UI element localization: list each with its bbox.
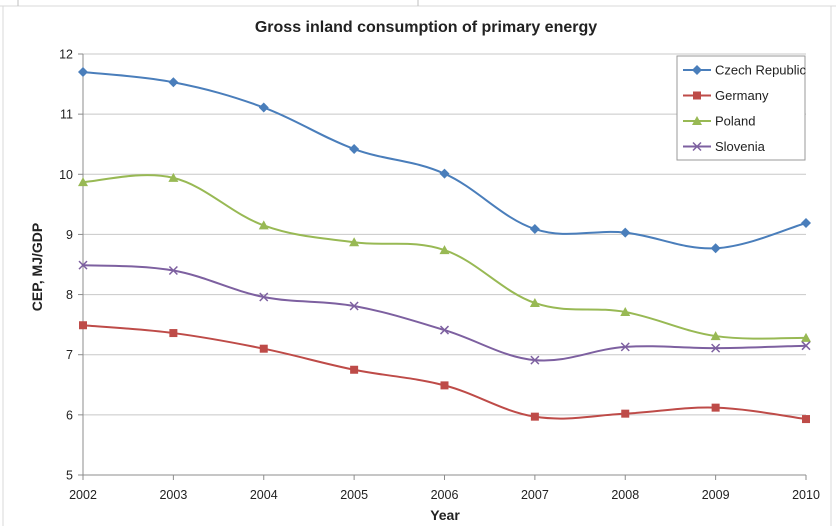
- data-point-slovenia: [530, 355, 540, 365]
- data-point-germany: [169, 329, 178, 338]
- data-point-germany: [350, 365, 359, 374]
- legend-marker: [692, 116, 702, 125]
- data-point-czech-republic: [801, 218, 811, 229]
- x-tick-label: 2006: [431, 488, 459, 502]
- y-tick-label: 12: [59, 48, 73, 62]
- data-point-czech-republic: [349, 144, 360, 155]
- x-tick-label: 2010: [792, 488, 820, 502]
- data-point-germany: [711, 403, 720, 412]
- data-point-germany: [530, 412, 539, 421]
- legend-marker: [692, 65, 702, 75]
- data-point-germany: [79, 321, 87, 330]
- y-axis-title: CEP, MJ/GDP: [29, 223, 45, 311]
- x-tick-label: 2004: [250, 488, 278, 502]
- series-germany: [79, 321, 810, 424]
- series-lines: [78, 67, 811, 424]
- data-point-czech-republic: [620, 227, 631, 238]
- data-point-slovenia: [78, 260, 88, 270]
- data-point-czech-republic: [258, 102, 269, 113]
- data-point-germany: [802, 415, 810, 424]
- data-point-slovenia: [801, 341, 811, 351]
- x-tick-label: 2007: [521, 488, 549, 502]
- y-tick-label: 5: [66, 469, 73, 483]
- legend: Czech Republic Germany Poland Slovenia: [676, 55, 807, 161]
- x-tick-label: 2008: [611, 488, 639, 502]
- data-point-czech-republic: [78, 67, 88, 78]
- data-point-poland: [439, 245, 450, 255]
- data-point-germany: [621, 409, 630, 418]
- data-point-slovenia: [439, 325, 450, 335]
- data-point-slovenia: [349, 301, 359, 311]
- data-point-poland: [710, 331, 721, 341]
- series-poland: [78, 172, 811, 342]
- series-czech-republic: [78, 67, 811, 254]
- y-tick-label: 11: [60, 108, 73, 122]
- data-point-germany: [259, 344, 268, 353]
- x-axis-title: Year: [430, 507, 460, 523]
- y-tick-label: 8: [66, 288, 73, 302]
- x-tick-label: 2009: [702, 488, 730, 502]
- data-point-czech-republic: [710, 243, 721, 254]
- legend-marker: [692, 141, 702, 152]
- x-tick-label: 2005: [340, 488, 368, 502]
- y-tick-label: 7: [66, 348, 73, 362]
- data-point-slovenia: [168, 265, 178, 276]
- data-point-poland: [620, 307, 631, 317]
- data-point-poland: [78, 177, 88, 187]
- x-tick-label: 2002: [69, 488, 97, 502]
- legend-entry-poland: Poland: [683, 114, 755, 129]
- legend-label: Slovenia: [715, 139, 766, 154]
- data-point-poland: [258, 220, 269, 230]
- y-tick-label: 9: [66, 228, 73, 242]
- legend-label: Poland: [715, 114, 755, 129]
- y-tick-label: 6: [66, 408, 73, 422]
- data-point-czech-republic: [168, 77, 179, 88]
- data-point-poland: [529, 297, 540, 307]
- data-point-czech-republic: [439, 168, 450, 179]
- data-point-poland: [801, 332, 811, 342]
- series-slovenia: [78, 260, 811, 365]
- legend-entry-slovenia: Slovenia: [683, 139, 766, 154]
- data-point-czech-republic: [529, 224, 540, 235]
- data-point-poland: [168, 172, 179, 182]
- data-point-germany: [440, 381, 449, 390]
- y-tick-label: 10: [59, 168, 73, 182]
- data-point-slovenia: [711, 343, 721, 353]
- x-tick-label: 2003: [159, 488, 187, 502]
- legend-entry-germany: Germany: [683, 88, 769, 103]
- legend-entry-czech-republic: Czech Republic: [683, 63, 807, 78]
- legend-label: Czech Republic: [715, 63, 807, 78]
- legend-label: Germany: [715, 88, 769, 103]
- data-point-slovenia: [620, 342, 630, 352]
- legend-marker: [693, 91, 701, 100]
- chart-title: Gross inland consumption of primary ener…: [255, 19, 597, 36]
- data-point-poland: [349, 237, 360, 247]
- data-point-slovenia: [259, 292, 269, 302]
